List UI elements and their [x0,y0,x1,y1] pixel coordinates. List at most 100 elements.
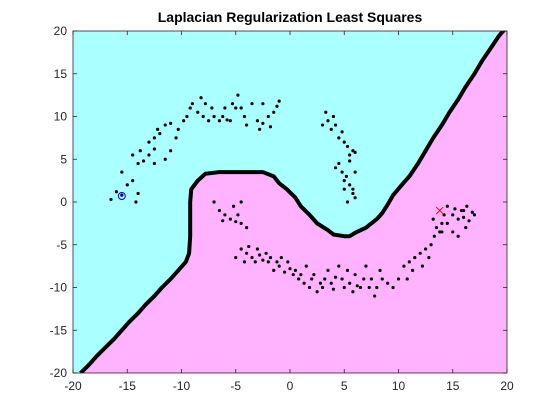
unlabeled-point [286,260,290,264]
unlabeled-point [203,102,207,106]
unlabeled-point [367,285,371,290]
unlabeled-point [199,96,203,100]
unlabeled-point [138,149,142,153]
unlabeled-point [348,159,352,163]
unlabeled-point [440,221,444,225]
unlabeled-point [207,119,211,123]
unlabeled-point [293,268,298,272]
unlabeled-point [445,204,449,208]
unlabeled-point [342,285,346,290]
unlabeled-point [431,217,435,221]
y-axis: -20 -15 -10 -5 0 5 10 15 20 [50,24,507,380]
y-tick-label: 5 [60,152,67,166]
unlabeled-point [141,159,146,163]
unlabeled-point [345,200,350,204]
unlabeled-point [348,281,352,285]
unlabeled-point [373,294,377,298]
unlabeled-point [275,104,279,108]
unlabeled-point [239,247,243,251]
unlabeled-point [333,123,338,127]
y-tick-label: -15 [50,323,68,337]
x-tick-label: 10 [392,379,406,393]
unlabeled-point [375,285,379,290]
unlabeled-point [362,277,366,281]
unlabeled-point [221,114,225,119]
chart-title: Laplacian Regularization Least Squares [158,9,423,25]
unlabeled-point [266,114,270,119]
unlabeled-point [156,127,160,131]
x-tick-label: 15 [446,379,460,393]
y-tick-label: -20 [50,366,68,380]
labeled-point-class-2 [435,206,444,215]
unlabeled-point [432,234,436,238]
unlabeled-point [152,147,156,151]
unlabeled-point [234,106,238,110]
unlabeled-point [467,219,471,223]
unlabeled-point [299,273,303,277]
unlabeled-point [420,264,424,268]
unlabeled-point [358,285,363,290]
unlabeled-point [324,110,328,114]
unlabeled-point [320,285,325,290]
unlabeled-point [456,234,460,238]
unlabeled-point [242,260,247,264]
unlabeled-point [228,217,232,221]
unlabeled-point [445,221,449,225]
unlabeled-point [120,193,124,197]
unlabeled-point [261,121,265,125]
unlabeled-point [212,200,216,204]
unlabeled-point [245,123,249,127]
unlabeled-point [242,114,247,119]
unlabeled-point [174,136,178,140]
unlabeled-point [277,99,281,103]
unlabeled-point [264,251,268,255]
unlabeled-point [396,277,401,281]
unlabeled-point [228,119,232,123]
unlabeled-point [345,268,350,272]
unlabeled-point [217,208,222,213]
unlabeled-point [329,281,333,285]
unlabeled-point [236,213,240,217]
x-tick-label: -15 [119,379,137,393]
unlabeled-point [312,273,316,277]
unlabeled-point [320,123,325,127]
unlabeled-point [236,93,240,97]
x-tick-label: 5 [341,379,348,393]
unlabeled-point [329,127,333,131]
unlabeled-point [456,217,460,221]
unlabeled-point [342,187,346,191]
series-unlabeled [109,93,477,298]
unlabeled-point [245,226,249,230]
unlabeled-point [345,144,350,149]
unlabeled-point [326,268,330,272]
plot-area [72,30,508,374]
x-tick-label: 0 [287,379,294,393]
unlabeled-point [337,136,341,140]
unlabeled-point [351,149,355,153]
unlabeled-point [210,106,214,110]
unlabeled-point [120,170,124,174]
unlabeled-point [185,114,189,119]
unlabeled-point [413,255,417,260]
unlabeled-point [442,213,446,217]
unlabeled-point [402,264,406,268]
unlabeled-point [221,219,225,223]
unlabeled-point [427,255,431,260]
unlabeled-point [109,197,113,202]
unlabeled-point [353,273,357,277]
unlabeled-point [158,132,162,136]
unlabeled-point [176,127,180,131]
unlabeled-point [275,260,279,264]
unlabeled-point [470,210,474,214]
unlabeled-point [231,204,236,208]
unlabeled-point [169,149,173,153]
unlabeled-point [152,136,156,140]
unlabeled-point [348,183,352,187]
unlabeled-point [333,166,338,170]
unlabeled-point [378,268,382,272]
unlabeled-point [326,119,330,123]
y-tick-label: 15 [54,67,68,81]
unlabeled-point [239,200,243,204]
x-tick-label: -20 [64,379,82,393]
